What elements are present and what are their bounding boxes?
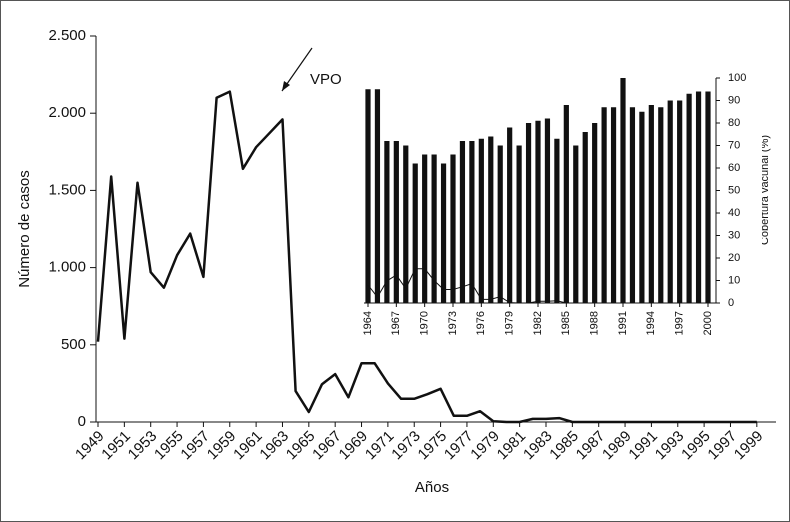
coverage-bar bbox=[525, 123, 532, 303]
annotation: VPO bbox=[310, 71, 342, 88]
y-tick-label: 2.500 bbox=[48, 27, 86, 44]
inset-cases-line bbox=[367, 268, 699, 304]
inset-x-tick-label: 1976 bbox=[475, 311, 487, 335]
y2-tick-label: 0 bbox=[728, 297, 734, 309]
y2-tick-label: 30 bbox=[728, 229, 740, 241]
y2-tick-label: 70 bbox=[728, 139, 740, 151]
inset-x-tick-label: 1994 bbox=[645, 311, 657, 335]
y-tick-label: 0 bbox=[78, 413, 86, 430]
coverage-bar bbox=[544, 118, 551, 303]
coverage-bar bbox=[610, 107, 617, 303]
coverage-bar bbox=[403, 145, 409, 303]
inset-x-tick-label: 1979 bbox=[504, 311, 516, 335]
y2-tick-label: 60 bbox=[728, 162, 740, 174]
coverage-bar bbox=[648, 105, 654, 303]
coverage-bar bbox=[497, 145, 503, 303]
y2-tick-label: 20 bbox=[728, 252, 740, 264]
coverage-bar bbox=[488, 136, 494, 303]
y2-tick-label: 40 bbox=[728, 207, 740, 219]
inset-x-tick-label: 1964 bbox=[362, 311, 374, 335]
coverage-bar bbox=[459, 141, 466, 303]
coverage-bar bbox=[563, 105, 569, 303]
coverage-bar bbox=[686, 93, 692, 303]
inset-x-tick-label: 1982 bbox=[532, 311, 544, 335]
y2-tick-label: 50 bbox=[728, 184, 740, 196]
coverage-bar bbox=[516, 145, 522, 303]
y2-tick-label: 80 bbox=[728, 117, 740, 129]
inset-x-tick-label: 1997 bbox=[674, 311, 686, 335]
coverage-bar bbox=[478, 138, 484, 303]
coverage-bar bbox=[431, 154, 437, 303]
inset-x-tick-label: 1988 bbox=[589, 311, 601, 335]
coverage-bar bbox=[620, 78, 626, 303]
inset-background bbox=[362, 70, 762, 342]
coverage-bar bbox=[440, 163, 447, 303]
coverage-bar bbox=[365, 89, 371, 303]
coverage-bar bbox=[507, 127, 513, 303]
coverage-bar bbox=[601, 107, 607, 303]
coverage-bar bbox=[535, 120, 541, 303]
y-tick-label: 2.000 bbox=[48, 104, 86, 121]
inset-x-tick-label: 1967 bbox=[390, 311, 402, 335]
coverage-bar bbox=[450, 154, 456, 303]
coverage-bar bbox=[658, 107, 664, 303]
inset-x-tick-label: 1973 bbox=[447, 311, 459, 335]
y-tick-label: 1.000 bbox=[48, 259, 86, 276]
x-axis-label: Años bbox=[415, 479, 449, 496]
y-axis-label: Número de casos bbox=[16, 170, 33, 288]
coverage-bar bbox=[554, 138, 560, 303]
coverage-bar bbox=[582, 132, 588, 303]
inset-x-tick-label: 1985 bbox=[560, 311, 572, 335]
y-tick-label: 500 bbox=[61, 336, 86, 353]
coverage-bar bbox=[639, 111, 645, 303]
coverage-bar bbox=[629, 107, 636, 303]
y2-tick-label: 100 bbox=[728, 72, 746, 84]
inset-x-tick-label: 1970 bbox=[419, 311, 431, 335]
coverage-bar bbox=[677, 100, 683, 303]
coverage-bar bbox=[374, 89, 381, 303]
arrow-head bbox=[282, 81, 290, 91]
coverage-bar bbox=[592, 123, 598, 303]
coverage-bar bbox=[705, 91, 711, 303]
coverage-bar bbox=[573, 145, 579, 303]
inset-x-tick-label: 1991 bbox=[617, 311, 629, 335]
coverage-bar bbox=[667, 100, 673, 303]
coverage-bar bbox=[422, 154, 428, 303]
coverage-bar bbox=[469, 141, 475, 303]
y2-tick-label: 90 bbox=[728, 94, 740, 106]
y-tick-label: 1.500 bbox=[48, 181, 86, 198]
coverage-bar bbox=[393, 141, 399, 303]
cases-line bbox=[96, 90, 757, 424]
coverage-bar bbox=[384, 141, 390, 303]
coverage-bar bbox=[695, 91, 702, 303]
y2-tick-label: 10 bbox=[728, 274, 740, 286]
inset-x-tick-label: 2000 bbox=[702, 311, 714, 335]
coverage-bar bbox=[412, 163, 418, 303]
